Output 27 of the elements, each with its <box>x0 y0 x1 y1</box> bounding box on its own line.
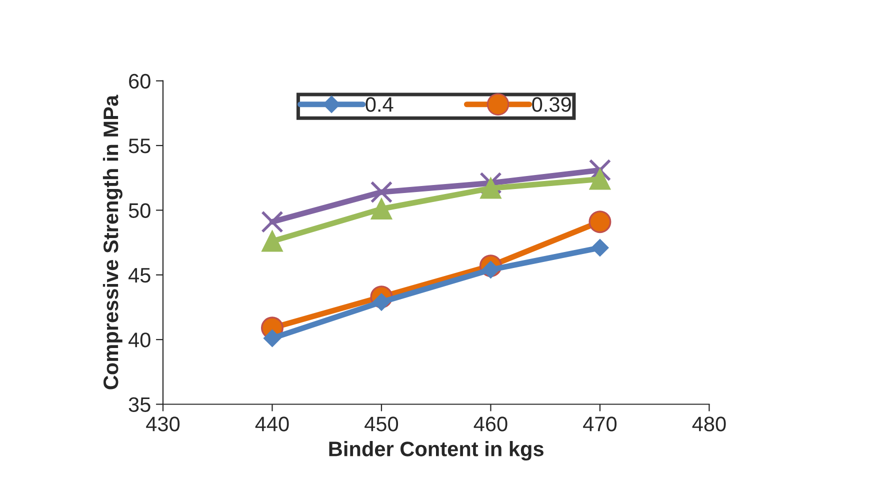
y-axis-title: Compressive Strength in MPa <box>102 94 122 390</box>
x-tick-label: 430 <box>146 416 180 432</box>
point <box>589 168 611 190</box>
x-tick-label: 450 <box>364 416 398 432</box>
x-tick-label: 460 <box>474 416 508 432</box>
y-tick-label: 55 <box>128 138 150 154</box>
y-tick-label: 35 <box>128 397 150 412</box>
legend-label: 0.4 <box>366 97 394 112</box>
point <box>588 210 612 234</box>
x-tick-label: 470 <box>583 416 617 432</box>
y-tick-label: 40 <box>128 332 150 348</box>
x-tick-label: 440 <box>255 416 289 432</box>
y-tick-label: 50 <box>128 203 150 218</box>
x-axis-title: Binder Content in kgs <box>329 441 544 461</box>
y-tick-label: 60 <box>129 74 150 89</box>
y-tick-label: 45 <box>128 268 150 283</box>
point <box>480 178 502 199</box>
x-tick-label: 480 <box>692 416 726 432</box>
legend-label: 0.39 <box>532 97 571 112</box>
point <box>370 198 392 220</box>
point <box>261 210 284 233</box>
point <box>262 230 283 252</box>
point <box>588 158 612 182</box>
point <box>264 330 281 347</box>
point <box>480 172 502 194</box>
point <box>370 180 393 204</box>
point <box>591 239 609 256</box>
